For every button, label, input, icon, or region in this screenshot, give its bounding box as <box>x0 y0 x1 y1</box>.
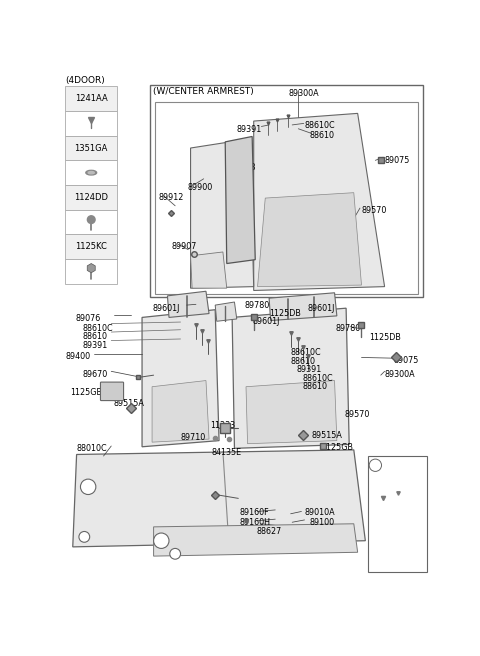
Text: 89165: 89165 <box>374 504 400 514</box>
Text: 88010C: 88010C <box>77 445 107 453</box>
Text: 89391: 89391 <box>297 365 322 374</box>
Polygon shape <box>73 450 365 547</box>
Polygon shape <box>246 380 337 443</box>
Ellipse shape <box>88 171 94 174</box>
Text: 88610: 88610 <box>303 382 328 391</box>
FancyBboxPatch shape <box>100 382 123 401</box>
Text: (W/CENTER ARMREST): (W/CENTER ARMREST) <box>153 87 253 96</box>
Text: 89570: 89570 <box>345 410 370 419</box>
Text: 11233: 11233 <box>210 421 235 430</box>
Ellipse shape <box>86 171 96 175</box>
Text: a: a <box>373 461 378 470</box>
Text: 1125GB: 1125GB <box>322 443 353 452</box>
Polygon shape <box>225 136 255 264</box>
Circle shape <box>81 479 96 495</box>
Text: 88610C: 88610C <box>291 348 321 358</box>
Text: 1125DB: 1125DB <box>269 309 301 318</box>
Bar <box>65 185 118 210</box>
Circle shape <box>79 531 90 543</box>
Text: 89670: 89670 <box>83 370 108 379</box>
Text: 89160F: 89160F <box>239 508 269 518</box>
Text: 89391: 89391 <box>237 125 262 134</box>
Bar <box>65 160 118 185</box>
Circle shape <box>369 459 382 472</box>
Bar <box>155 102 419 295</box>
Polygon shape <box>254 113 384 291</box>
Text: 89515A: 89515A <box>312 432 342 440</box>
Text: 89400: 89400 <box>65 352 90 361</box>
Text: 89160H: 89160H <box>239 518 270 527</box>
Text: 1125DB: 1125DB <box>369 333 401 342</box>
Polygon shape <box>215 302 237 321</box>
Bar <box>65 210 118 234</box>
Text: 1241AA: 1241AA <box>75 94 108 103</box>
Text: a: a <box>86 482 90 491</box>
Text: 89900: 89900 <box>188 182 213 192</box>
Text: 1124DD: 1124DD <box>74 193 108 202</box>
Text: 1351GA: 1351GA <box>74 144 108 153</box>
Circle shape <box>154 533 169 548</box>
Text: 89300A: 89300A <box>384 370 415 379</box>
Text: 89601J: 89601J <box>308 304 335 314</box>
Text: 89710: 89710 <box>180 433 206 442</box>
Bar <box>65 259 118 283</box>
Polygon shape <box>142 310 219 447</box>
Circle shape <box>87 216 95 224</box>
Text: 89780: 89780 <box>244 301 270 310</box>
Text: 89100: 89100 <box>309 518 334 527</box>
Text: 88610: 88610 <box>83 332 108 341</box>
Text: a: a <box>173 549 178 558</box>
Polygon shape <box>152 380 209 442</box>
Text: 1125KC: 1125KC <box>75 242 107 251</box>
Text: 89780: 89780 <box>336 323 360 333</box>
Text: 88610: 88610 <box>291 357 316 365</box>
Text: 89160B: 89160B <box>383 548 414 558</box>
Text: 88610C: 88610C <box>304 121 335 130</box>
Text: 88627: 88627 <box>256 527 281 536</box>
Bar <box>150 85 423 297</box>
Text: 88610: 88610 <box>310 131 335 140</box>
Text: 89601J: 89601J <box>152 304 180 314</box>
Text: 88610C: 88610C <box>83 323 113 333</box>
Polygon shape <box>232 308 349 448</box>
Polygon shape <box>154 523 358 556</box>
Text: a: a <box>82 533 86 541</box>
Text: 89912: 89912 <box>159 193 184 201</box>
Bar <box>65 234 118 259</box>
Polygon shape <box>168 291 209 318</box>
Polygon shape <box>191 139 254 288</box>
Text: 89515A: 89515A <box>114 399 144 408</box>
Bar <box>65 111 118 136</box>
Text: 1125GB: 1125GB <box>71 388 102 398</box>
Text: 89075: 89075 <box>384 155 410 165</box>
Text: 89601J: 89601J <box>252 318 279 327</box>
Bar <box>65 136 118 160</box>
Polygon shape <box>191 252 227 288</box>
Text: (4DOOR): (4DOOR) <box>65 76 105 85</box>
Text: 89160: 89160 <box>398 487 423 496</box>
Text: a: a <box>159 536 164 545</box>
Text: 89075: 89075 <box>394 356 419 365</box>
Polygon shape <box>87 264 95 273</box>
Polygon shape <box>258 193 361 287</box>
Bar <box>368 456 427 571</box>
Bar <box>65 87 118 111</box>
Text: 89300A: 89300A <box>288 89 319 98</box>
Text: 89040B: 89040B <box>225 163 256 173</box>
Text: 84135E: 84135E <box>211 448 241 457</box>
Text: 89076: 89076 <box>75 314 100 323</box>
Text: 89570: 89570 <box>361 206 387 215</box>
Circle shape <box>170 548 180 559</box>
Text: 89010A: 89010A <box>304 508 335 518</box>
Polygon shape <box>269 293 337 321</box>
Text: 89391: 89391 <box>83 340 108 350</box>
Text: 88610C: 88610C <box>303 374 334 382</box>
Text: 89907: 89907 <box>171 242 197 251</box>
